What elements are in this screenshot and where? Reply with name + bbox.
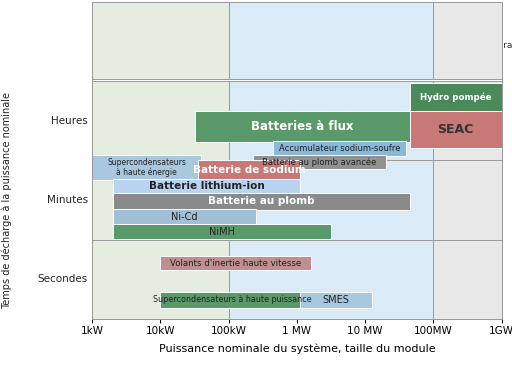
Text: Ni-Cd: Ni-Cd — [171, 212, 198, 222]
Text: Batterie de sodium: Batterie de sodium — [193, 165, 306, 175]
Text: SMES: SMES — [323, 295, 350, 305]
Text: SEAC: SEAC — [438, 123, 474, 135]
Bar — [434, 81, 502, 319]
Text: Batteries à flux: Batteries à flux — [251, 120, 353, 132]
Text: Secondes: Secondes — [38, 275, 88, 284]
Bar — [195, 110, 410, 142]
X-axis label: Puissance nominale du système, taille du module: Puissance nominale du système, taille du… — [159, 343, 435, 354]
Text: Gestion de
l'alimentation en vrac: Gestion de l'alimentation en vrac — [418, 30, 512, 50]
Bar — [410, 83, 502, 110]
Bar — [410, 110, 502, 148]
Text: Supercondensateurs
à haute énergie: Supercondensateurs à haute énergie — [108, 157, 186, 177]
Text: Accumulateur sodium-soufre: Accumulateur sodium-soufre — [279, 144, 400, 153]
Text: Qualité de l'alimentation
sans interruption: Qualité de l'alimentation sans interrupt… — [104, 30, 217, 50]
Text: Batterie au plomb avancée: Batterie au plomb avancée — [262, 157, 376, 167]
Text: Batterie au plomb: Batterie au plomb — [208, 196, 314, 207]
Text: Hydro pompée: Hydro pompée — [420, 92, 492, 102]
Bar — [113, 209, 256, 224]
Bar — [252, 155, 386, 170]
Bar — [301, 292, 372, 308]
Bar — [160, 256, 311, 270]
Bar — [113, 224, 331, 239]
Bar — [229, 81, 434, 319]
Bar — [92, 81, 229, 319]
Text: Transfert de charge du réseau
de transmission et distribution: Transfert de charge du réseau de transmi… — [262, 30, 400, 51]
Bar — [273, 141, 406, 156]
Bar — [92, 155, 201, 180]
Text: Batterie lithium-ion: Batterie lithium-ion — [148, 181, 264, 191]
Text: Temps de décharge à la puissance nominale: Temps de décharge à la puissance nominal… — [2, 91, 12, 309]
Text: Supercondensateurs à haute puissance: Supercondensateurs à haute puissance — [153, 295, 311, 304]
Text: NiMH: NiMH — [209, 226, 235, 236]
Bar — [113, 179, 301, 194]
Text: Volants d'inertie haute vitesse: Volants d'inertie haute vitesse — [170, 259, 301, 268]
Bar — [160, 292, 304, 308]
Bar — [113, 193, 410, 210]
Bar — [198, 160, 301, 180]
Text: Heures: Heures — [51, 116, 88, 126]
Text: Minutes: Minutes — [47, 195, 88, 205]
